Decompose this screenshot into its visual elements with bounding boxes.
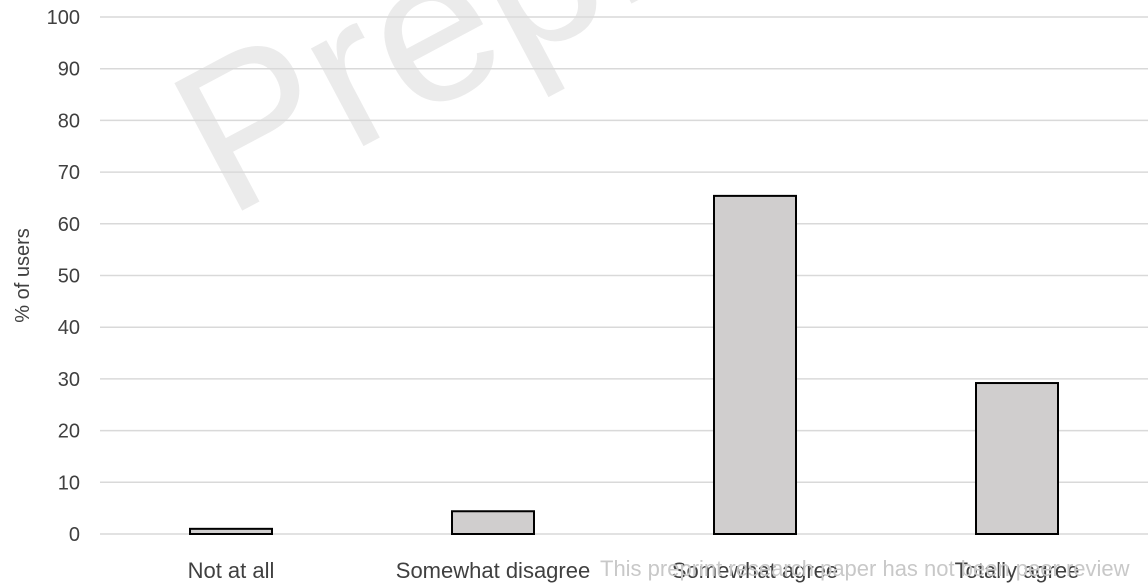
y-tick-label: 100 [47, 7, 80, 29]
x-category-label: Not at all [188, 558, 275, 583]
x-category-label: Totally agree [955, 558, 1080, 583]
y-tick-label: 20 [58, 421, 80, 443]
bar [451, 510, 535, 536]
y-tick-label: 60 [58, 214, 80, 236]
grid-lines [100, 16, 1148, 535]
y-tick-label: 30 [58, 369, 80, 391]
y-tick-label: 0 [69, 524, 80, 546]
bar [975, 382, 1059, 536]
y-tick-label: 70 [58, 162, 80, 184]
y-tick-label: 10 [58, 472, 80, 494]
x-category-label: Somewhat disagree [396, 558, 590, 583]
bar [189, 527, 273, 536]
y-tick-label: 50 [58, 266, 80, 288]
y-axis-title: % of users [12, 228, 34, 322]
y-tick-label: 40 [58, 317, 80, 339]
y-tick-label: 90 [58, 59, 80, 81]
bar [713, 194, 797, 536]
y-axis-ticks: 0 10 20 30 40 50 60 70 80 90 100 [47, 7, 80, 546]
x-axis-categories: Not at all Somewhat disagree Somewhat agre… [188, 558, 1080, 583]
y-tick-label: 80 [58, 110, 80, 132]
x-category-label: Somewhat agree [672, 558, 838, 583]
bars [189, 194, 1059, 536]
